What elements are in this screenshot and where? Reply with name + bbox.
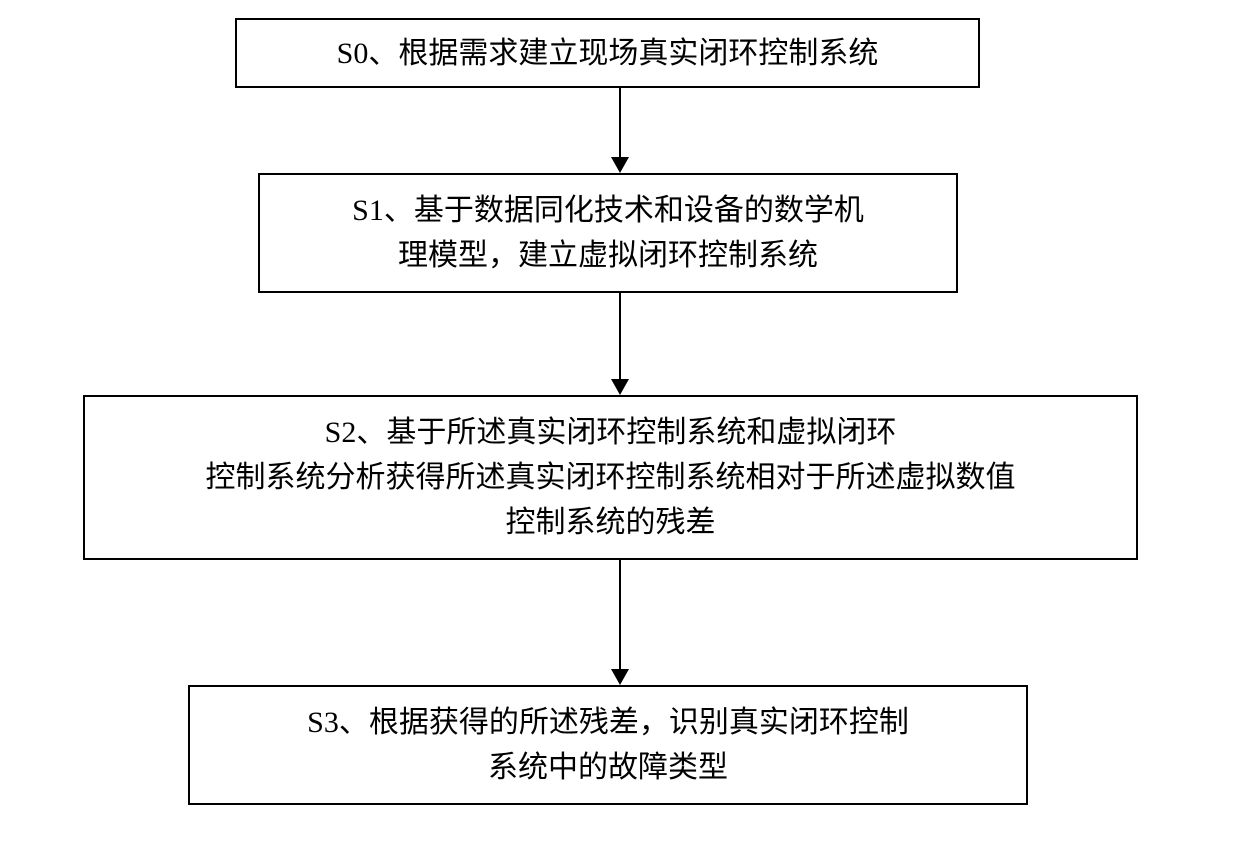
- node-s1-line1: S1、基于数据同化技术和设备的数学机: [352, 194, 864, 227]
- node-s2-line2: 控制系统分析获得所述真实闭环控制系统相对于所述虚拟数值: [206, 461, 1016, 494]
- arrow-s2-s3-head: [611, 669, 629, 685]
- arrow-s2-s3-line: [619, 560, 621, 669]
- node-s3-line2: 系统中的故障类型: [488, 751, 728, 784]
- flowchart-container: S0、根据需求建立现场真实闭环控制系统 S1、基于数据同化技术和设备的数学机 理…: [0, 0, 1240, 851]
- arrow-s0-s1-line: [619, 88, 621, 157]
- node-s2-line3: 控制系统的残差: [506, 506, 716, 539]
- node-s0: S0、根据需求建立现场真实闭环控制系统: [235, 18, 980, 88]
- node-s1: S1、基于数据同化技术和设备的数学机 理模型，建立虚拟闭环控制系统: [258, 173, 958, 293]
- node-s1-text: S1、基于数据同化技术和设备的数学机 理模型，建立虚拟闭环控制系统: [352, 188, 864, 278]
- node-s2: S2、基于所述真实闭环控制系统和虚拟闭环 控制系统分析获得所述真实闭环控制系统相…: [83, 395, 1138, 560]
- node-s2-line1: S2、基于所述真实闭环控制系统和虚拟闭环: [325, 416, 897, 449]
- node-s3-line1: S3、根据获得的所述残差，识别真实闭环控制: [307, 706, 909, 739]
- arrow-s1-s2-line: [619, 293, 621, 379]
- node-s0-text: S0、根据需求建立现场真实闭环控制系统: [337, 31, 879, 76]
- node-s3: S3、根据获得的所述残差，识别真实闭环控制 系统中的故障类型: [188, 685, 1028, 805]
- node-s1-line2: 理模型，建立虚拟闭环控制系统: [398, 239, 818, 272]
- node-s3-text: S3、根据获得的所述残差，识别真实闭环控制 系统中的故障类型: [307, 700, 909, 790]
- arrow-s0-s1-head: [611, 157, 629, 173]
- arrow-s1-s2-head: [611, 379, 629, 395]
- node-s2-text: S2、基于所述真实闭环控制系统和虚拟闭环 控制系统分析获得所述真实闭环控制系统相…: [206, 410, 1016, 545]
